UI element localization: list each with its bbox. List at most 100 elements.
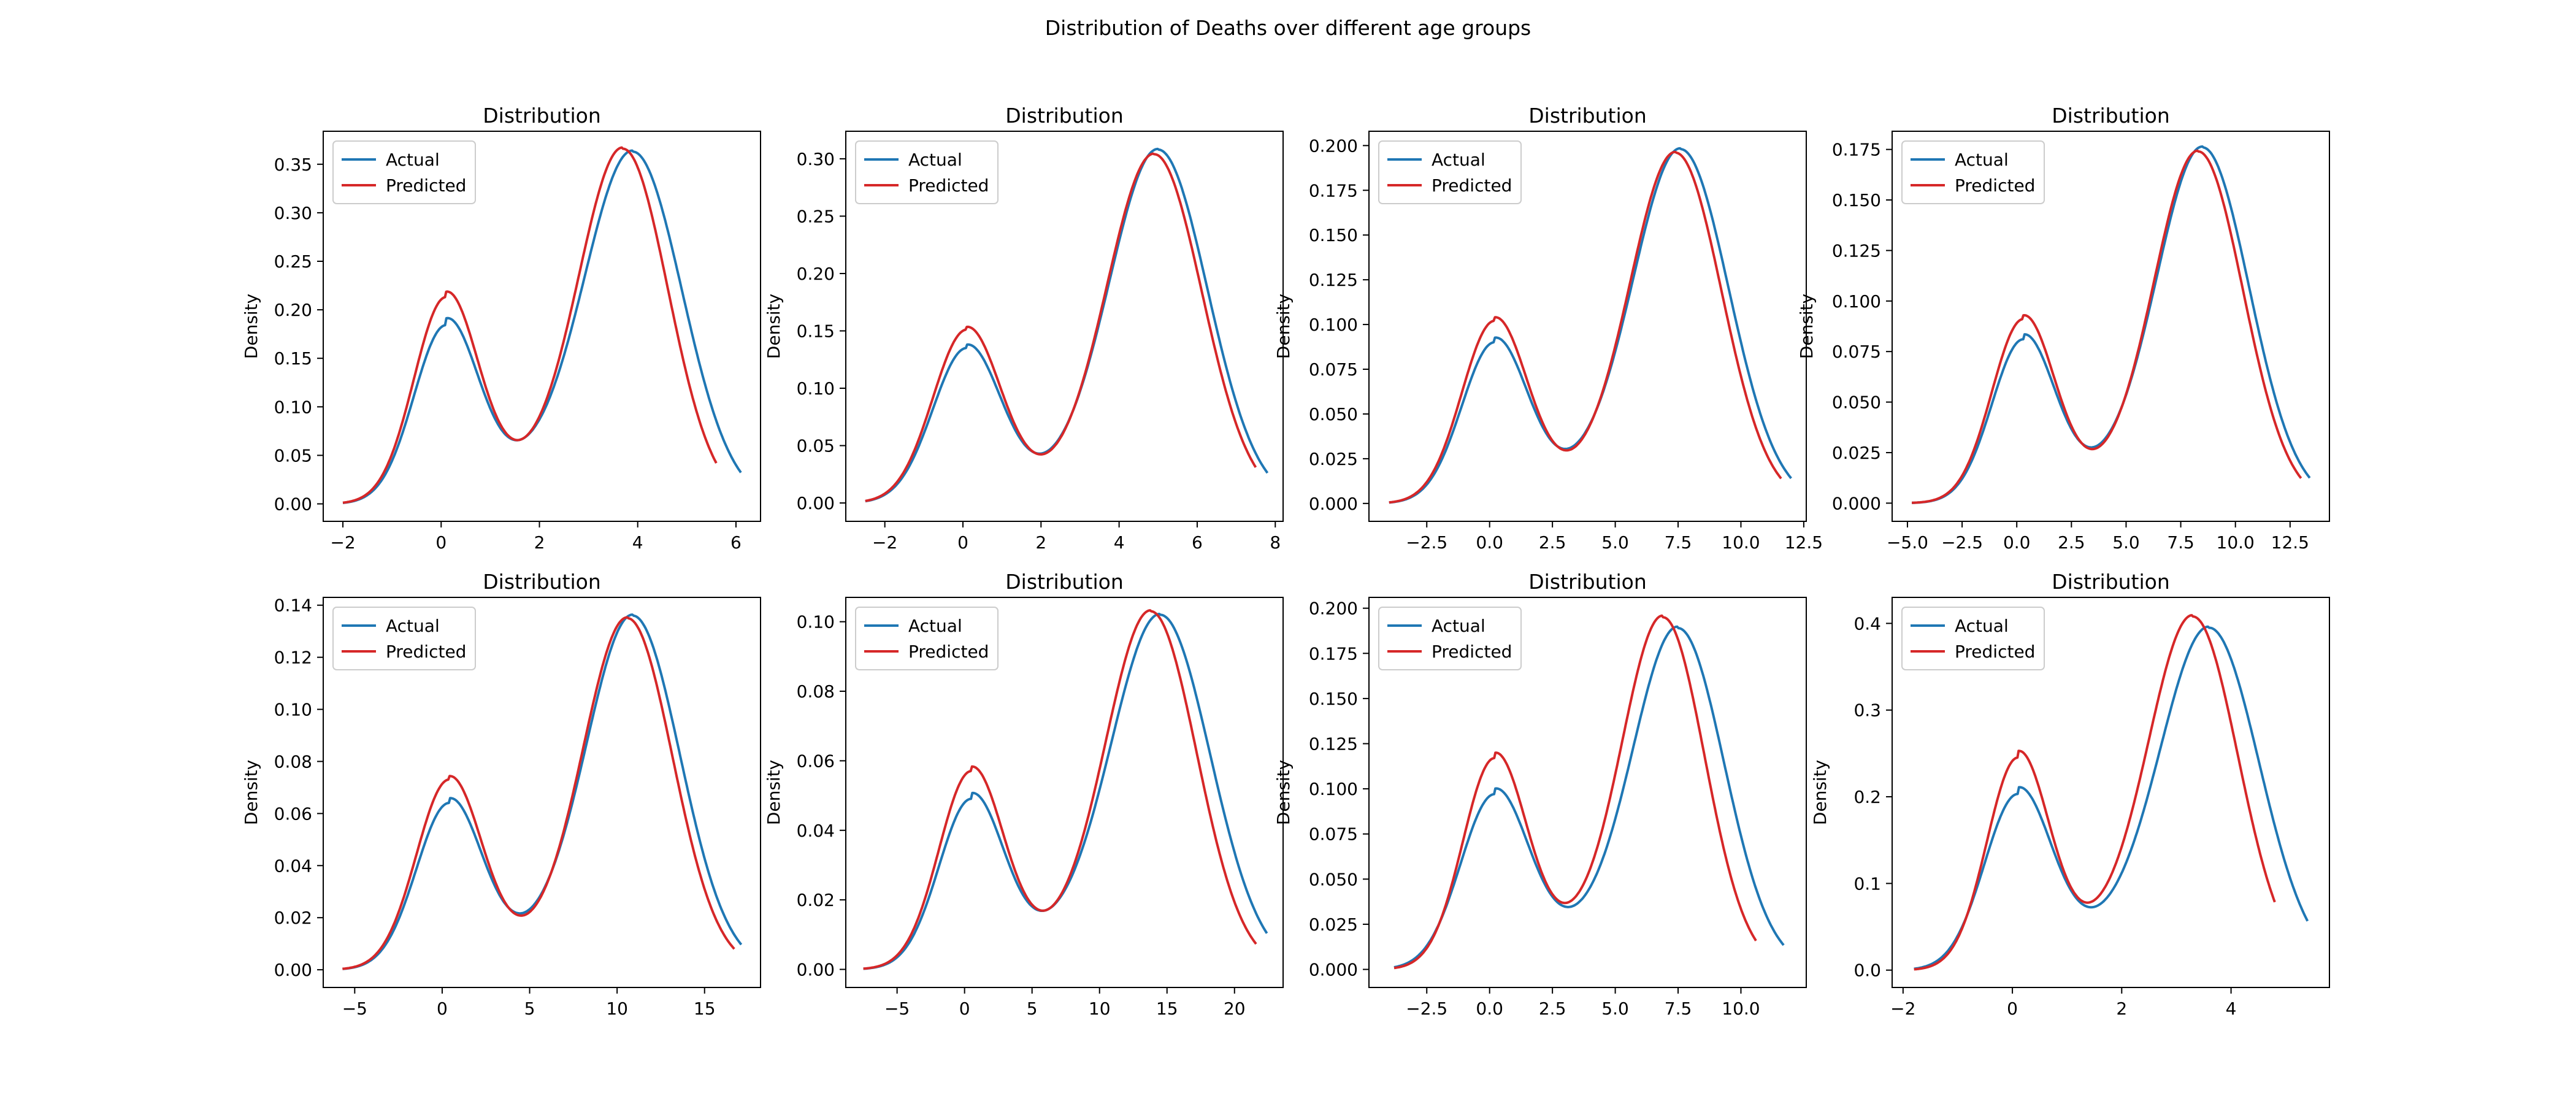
series-line-predicted — [342, 146, 718, 504]
legend-label-predicted: Predicted — [1955, 642, 2035, 662]
x-tick-label: 0 — [2007, 999, 2018, 1019]
subplot-title: Distribution — [483, 104, 601, 128]
y-tick-label: 0.25 — [797, 206, 835, 226]
y-tick-label: 0.10 — [797, 612, 835, 632]
y-tick-label: 0.2 — [1853, 787, 1881, 807]
y-tick-label: 0.02 — [797, 890, 835, 910]
y-axis-label: Density — [764, 294, 784, 359]
x-tick-label: 15 — [694, 999, 716, 1019]
legend-label-actual: Actual — [908, 150, 962, 170]
subplot-2: Distribution Density −2 0 2 4 6 8 0.00 0.05 0.10 0.… — [764, 104, 1284, 553]
y-tick-label: 0.06 — [797, 751, 835, 771]
legend: Actual Predicted — [1901, 607, 2045, 670]
axes-frame — [1368, 131, 1807, 522]
y-tick-label: 0.200 — [1309, 136, 1358, 156]
x-tick-label: 7.5 — [2167, 532, 2195, 553]
legend-box — [855, 140, 999, 204]
legend-label-predicted: Predicted — [1955, 175, 2035, 196]
figure-title: Distribution of Deaths over different ag… — [1045, 16, 1531, 40]
y-axis-label: Density — [764, 760, 784, 825]
y-tick-label: 0.10 — [274, 700, 312, 720]
legend-label-predicted: Predicted — [1432, 175, 1512, 196]
y-tick-label: 0.000 — [1309, 960, 1358, 980]
subplot-8: Distribution Density −2 0 2 4 0.0 0.1 0.2 0.3 0.4 A… — [1810, 570, 2330, 1019]
subplot-title: Distribution — [1528, 104, 1647, 128]
series-line-actual — [1914, 625, 2309, 970]
x-tick-label: 2 — [1035, 532, 1046, 553]
y-tick-label: 0.00 — [797, 960, 835, 980]
x-tick-label: 8 — [1270, 532, 1281, 553]
y-tick-label: 0.200 — [1309, 599, 1358, 619]
x-tick-label: 5.0 — [1601, 999, 1629, 1019]
x-tick-label: −2.5 — [1406, 999, 1447, 1019]
x-tick-label: 2.5 — [1539, 999, 1566, 1019]
series-line-predicted — [1393, 614, 1757, 970]
x-tick-label: −2.5 — [1406, 532, 1447, 553]
y-tick-label: 0.04 — [274, 856, 312, 876]
x-tick-label: −5 — [884, 999, 910, 1019]
y-tick-label: 0.000 — [1309, 494, 1358, 514]
axes-frame — [845, 597, 1284, 988]
y-tick-label: 0.14 — [274, 596, 312, 616]
legend-box — [1901, 607, 2045, 670]
y-tick-label: 0.10 — [797, 378, 835, 399]
legend-box — [1378, 140, 1522, 204]
legend: Actual Predicted — [332, 140, 476, 204]
subplot-title: Distribution — [2052, 570, 2170, 594]
legend-label-actual: Actual — [1432, 616, 1485, 636]
y-tick-label: 0.100 — [1832, 291, 1881, 312]
y-axis-label: Density — [241, 760, 261, 825]
y-tick-label: 0.30 — [274, 203, 312, 223]
series-line-predicted — [1914, 614, 2276, 971]
x-tick-label: 4 — [2226, 999, 2237, 1019]
legend-box — [1901, 140, 2045, 204]
series-line-predicted — [865, 152, 1257, 502]
y-tick-label: 0.20 — [274, 300, 312, 320]
axes-frame — [323, 131, 761, 522]
y-axis-label: Density — [1273, 760, 1294, 825]
subplot-7: Distribution Density −2.5 0.0 2.5 5.0 7.5 10.0 0… — [1273, 570, 1807, 1019]
subplot-title: Distribution — [483, 570, 601, 594]
x-tick-label: 4 — [632, 532, 643, 553]
y-tick-label: 0.12 — [274, 648, 312, 668]
x-tick-label: 10.0 — [1722, 532, 1760, 553]
x-tick-label: 5 — [1027, 999, 1038, 1019]
legend-box — [332, 140, 476, 204]
x-tick-label: 0.0 — [1476, 532, 1503, 553]
y-tick-label: 0.15 — [797, 321, 835, 341]
y-tick-label: 0.00 — [797, 493, 835, 513]
legend: Actual Predicted — [332, 607, 476, 670]
legend: Actual Predicted — [855, 607, 999, 670]
subplot-6: Distribution Density −5 0 5 10 15 20 0.00 0.02 0.0… — [764, 570, 1284, 1019]
y-tick-label: 0.35 — [274, 155, 312, 175]
y-tick-label: 0.100 — [1309, 779, 1358, 799]
legend-box — [332, 607, 476, 670]
axes-frame — [1892, 131, 2330, 522]
y-tick-label: 0.10 — [274, 397, 312, 417]
y-tick-label: 0.175 — [1832, 140, 1881, 160]
y-tick-label: 0.25 — [274, 251, 312, 272]
y-tick-label: 0.000 — [1832, 493, 1881, 513]
x-tick-label: 20 — [1224, 999, 1246, 1019]
y-tick-label: 0.05 — [797, 436, 835, 456]
legend-label-actual: Actual — [1955, 616, 2009, 636]
x-tick-label: 5.0 — [2112, 532, 2140, 553]
legend-label-actual: Actual — [1955, 150, 2009, 170]
series-line-predicted — [1389, 150, 1782, 504]
x-tick-label: 0 — [959, 999, 970, 1019]
y-tick-label: 0.175 — [1309, 180, 1358, 201]
series-line-actual — [1393, 625, 1785, 969]
y-tick-label: 0.00 — [274, 494, 312, 515]
y-tick-label: 0.125 — [1832, 240, 1881, 261]
legend: Actual Predicted — [1378, 140, 1522, 204]
x-tick-label: 2 — [2116, 999, 2127, 1019]
series-line-predicted — [342, 616, 735, 970]
y-tick-label: 0.20 — [797, 264, 835, 284]
y-axis-label: Density — [241, 294, 261, 359]
x-tick-label: 7.5 — [1665, 532, 1692, 553]
y-tick-label: 0.050 — [1832, 393, 1881, 413]
x-tick-label: 0.0 — [1476, 999, 1503, 1019]
y-tick-label: 0.150 — [1309, 225, 1358, 245]
subplot-3: Distribution Density −2.5 0.0 2.5 5.0 7.5 10.0 1… — [1273, 104, 1823, 553]
